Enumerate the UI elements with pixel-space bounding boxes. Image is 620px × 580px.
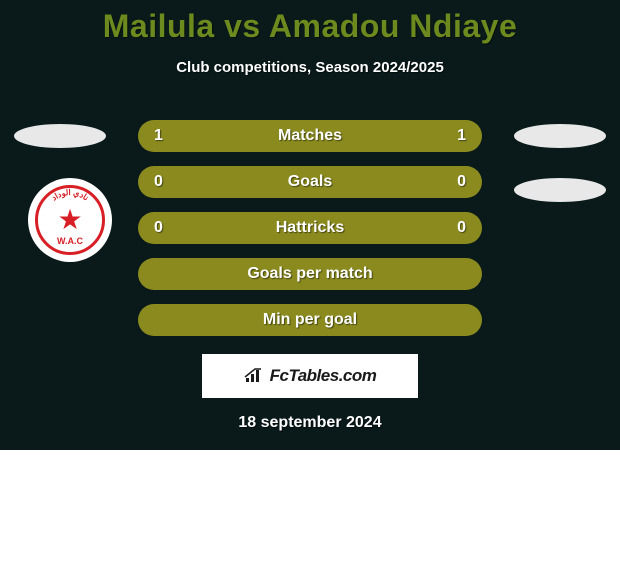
stat-right-value: 1 bbox=[457, 127, 466, 145]
stat-label: Min per goal bbox=[138, 311, 482, 329]
page-title: Mailula vs Amadou Ndiaye bbox=[0, 0, 620, 45]
club-arc-text: نادي الوداد bbox=[50, 188, 91, 202]
brand-link[interactable]: FcTables.com bbox=[202, 354, 418, 398]
bottom-whitespace bbox=[0, 450, 620, 580]
club-badge-left: ★ نادي الوداد W.A.C bbox=[28, 178, 112, 262]
stat-row-goals: 0 Goals 0 bbox=[138, 166, 482, 198]
player-badge-left-shadow bbox=[14, 124, 106, 148]
brand-text: FcTables.com bbox=[270, 366, 377, 386]
stat-label: Goals per match bbox=[138, 265, 482, 283]
player-badge-right-shadow-2 bbox=[514, 178, 606, 202]
stat-row-matches: 1 Matches 1 bbox=[138, 120, 482, 152]
stats-table: 1 Matches 1 0 Goals 0 0 Hattricks 0 Goal… bbox=[138, 120, 482, 350]
stat-row-min-per-goal: Min per goal bbox=[138, 304, 482, 336]
stat-left-value: 0 bbox=[154, 219, 163, 237]
stat-label: Goals bbox=[138, 173, 482, 191]
stat-left-value: 1 bbox=[154, 127, 163, 145]
svg-text:نادي الوداد: نادي الوداد bbox=[50, 188, 91, 202]
stat-right-value: 0 bbox=[457, 219, 466, 237]
chart-icon bbox=[244, 368, 264, 384]
footer-date: 18 september 2024 bbox=[0, 414, 620, 432]
widget-container: Mailula vs Amadou Ndiaye Club competitio… bbox=[0, 0, 620, 450]
stat-label: Hattricks bbox=[138, 219, 482, 237]
player-badge-right-shadow-1 bbox=[514, 124, 606, 148]
stat-row-hattricks: 0 Hattricks 0 bbox=[138, 212, 482, 244]
subtitle: Club competitions, Season 2024/2025 bbox=[0, 59, 620, 76]
stat-label: Matches bbox=[138, 127, 482, 145]
club-code: W.A.C bbox=[57, 236, 83, 246]
stat-right-value: 0 bbox=[457, 173, 466, 191]
stat-row-goals-per-match: Goals per match bbox=[138, 258, 482, 290]
stat-left-value: 0 bbox=[154, 173, 163, 191]
club-badge-inner: ★ نادي الوداد W.A.C bbox=[35, 185, 105, 255]
